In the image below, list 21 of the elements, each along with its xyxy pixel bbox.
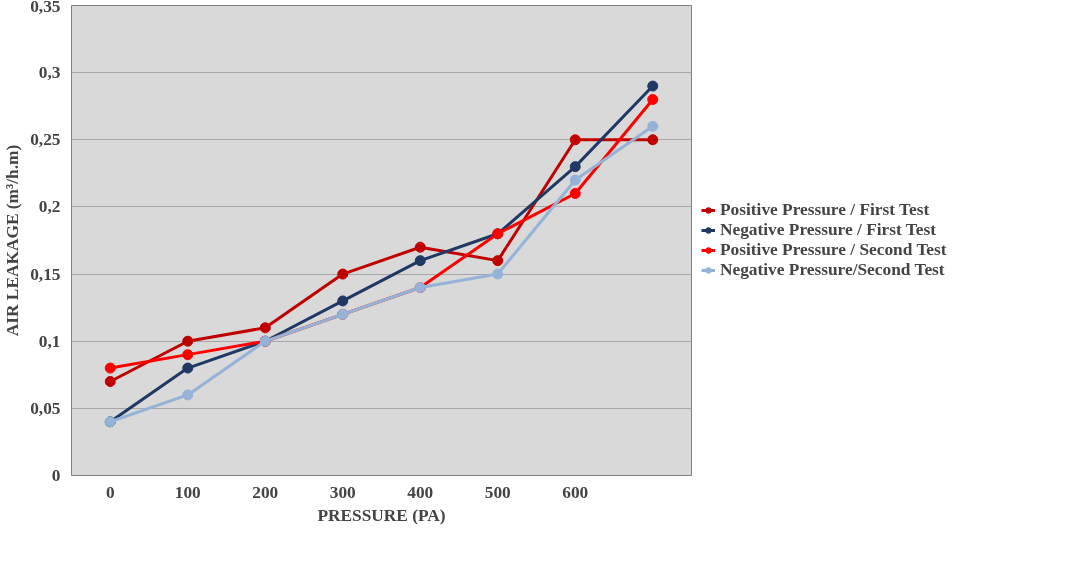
x-tick-label: 0 — [105, 482, 115, 502]
legend-label: Positive Pressure / First Test — [720, 200, 930, 220]
y-tick-label: 0,35 — [30, 0, 61, 16]
legend-label: Negative Pressure/Second Test — [720, 260, 945, 280]
y-tick-label: 0,1 — [38, 331, 61, 351]
x-tick-label: 200 — [252, 482, 279, 502]
y-tick-label: 0,25 — [30, 130, 61, 150]
legend-label: Positive Pressure / Second Test — [720, 240, 947, 260]
y-tick-label: 0,3 — [38, 63, 61, 83]
legend-label: Negative Pressure / First Test — [720, 220, 936, 240]
x-tick-label: 600 — [562, 482, 589, 502]
y-tick-label: 0 — [51, 466, 61, 485]
x-tick-label: 400 — [407, 482, 434, 502]
x-tick-label: 300 — [329, 482, 356, 502]
y-tick-label: 0,05 — [30, 398, 61, 418]
x-tick-label: 500 — [484, 482, 511, 502]
y-tick-label: 0,2 — [38, 197, 61, 217]
x-tick-label: 100 — [174, 482, 201, 502]
x-axis-title: PRESSURE (PA) — [317, 505, 446, 525]
y-tick-label: 0,15 — [30, 264, 61, 284]
y-axis-title: AIR LEAKAGE (m³/h.m) — [3, 144, 23, 337]
